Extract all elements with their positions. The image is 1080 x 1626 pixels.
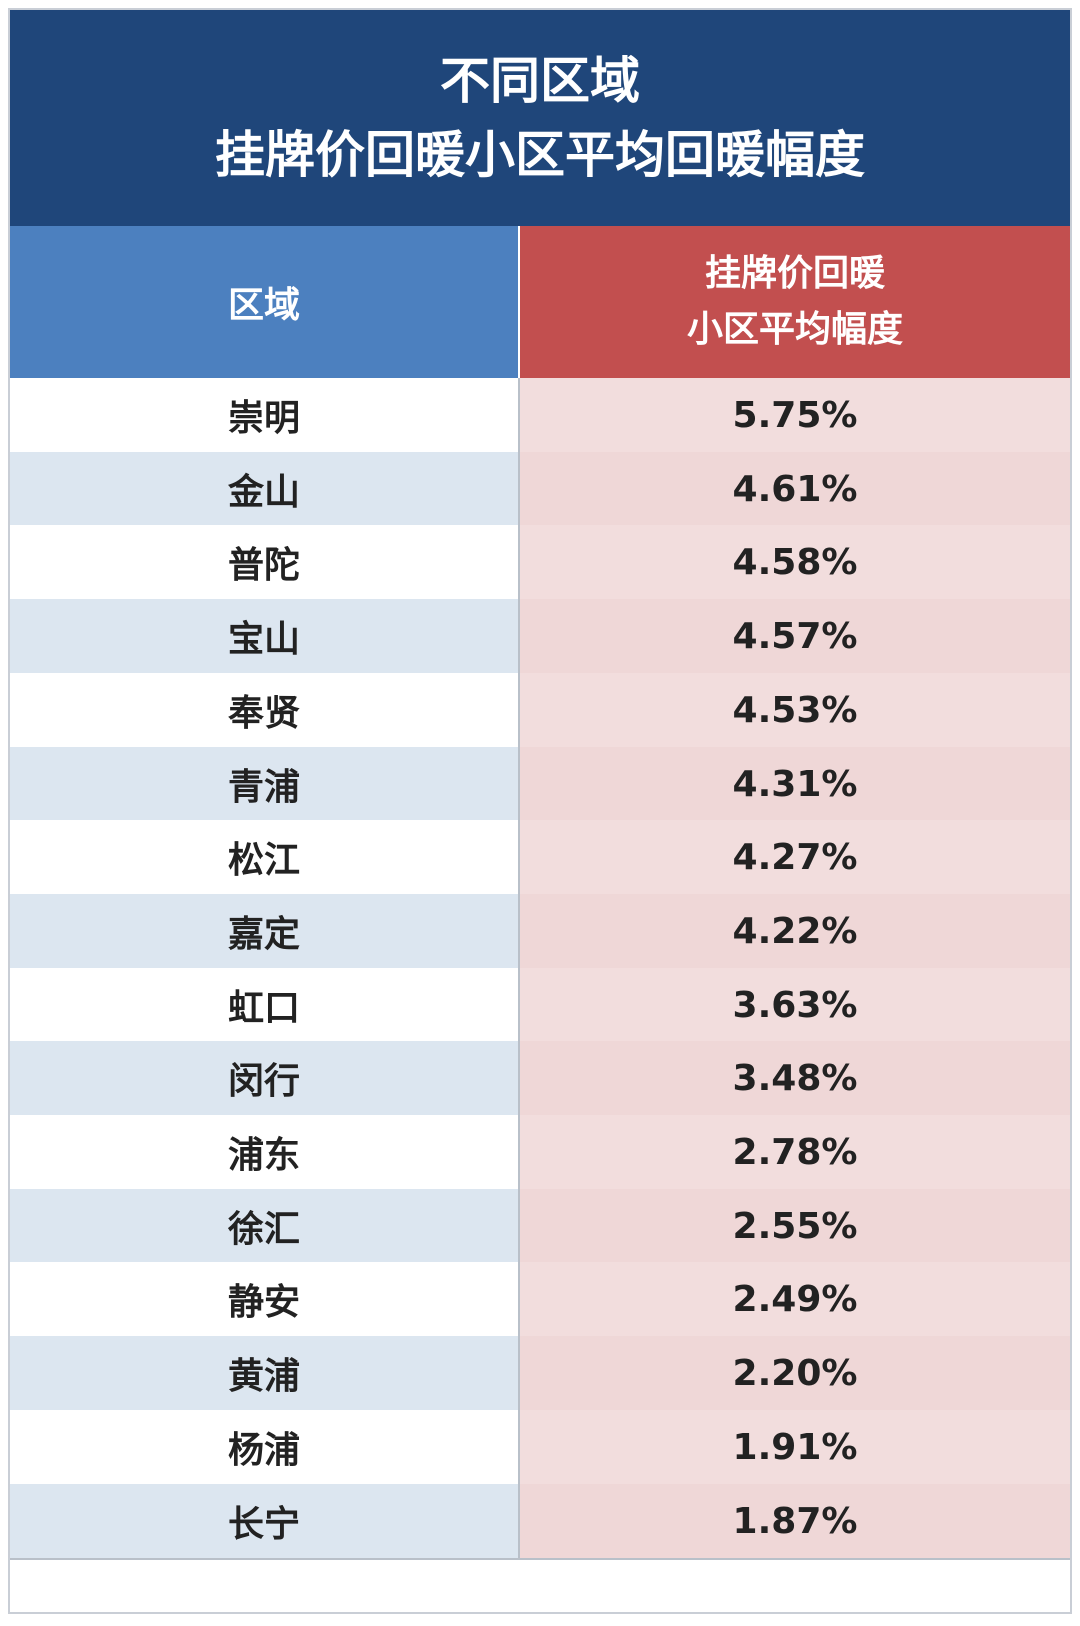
column-divider — [518, 673, 520, 747]
column-divider — [518, 1336, 520, 1410]
column-divider — [518, 378, 520, 452]
table-row: 嘉定 4.22% — [10, 894, 1070, 970]
table-row: 静安 2.49% — [10, 1262, 1070, 1338]
region-cell: 浦东 — [10, 1115, 518, 1189]
value-cell: 4.27% — [520, 820, 1070, 894]
value-cell: 4.57% — [520, 599, 1070, 673]
table-row: 崇明 5.75% — [10, 378, 1070, 454]
value-cell: 4.53% — [520, 673, 1070, 747]
column-divider — [518, 1410, 520, 1484]
region-cell: 宝山 — [10, 599, 518, 673]
table-row: 青浦 4.31% — [10, 747, 1070, 823]
column-divider — [518, 1484, 520, 1558]
title-line-1: 不同区域 — [440, 52, 640, 110]
column-header-region-label: 区域 — [227, 285, 300, 326]
column-divider — [518, 820, 520, 894]
region-cell: 青浦 — [10, 747, 518, 821]
column-header-region: 区域 — [10, 226, 518, 378]
region-cell: 静安 — [10, 1262, 518, 1336]
region-cell: 闵行 — [10, 1041, 518, 1115]
region-cell: 奉贤 — [10, 673, 518, 747]
value-cell: 4.61% — [520, 452, 1070, 526]
value-cell: 1.91% — [520, 1410, 1070, 1484]
value-cell: 4.31% — [520, 747, 1070, 821]
table-row: 徐汇 2.55% — [10, 1189, 1070, 1265]
column-divider — [518, 1115, 520, 1189]
value-cell: 4.58% — [520, 525, 1070, 599]
column-header-value: 挂牌价回暖 小区平均幅度 — [520, 226, 1070, 378]
table-row: 黄浦 2.20% — [10, 1336, 1070, 1412]
column-divider — [518, 747, 520, 821]
table-row: 松江 4.27% — [10, 820, 1070, 896]
region-cell: 虹口 — [10, 968, 518, 1042]
column-divider — [518, 894, 520, 968]
title-line-2: 挂牌价回暖小区平均回暖幅度 — [215, 126, 865, 184]
column-divider — [518, 599, 520, 673]
value-cell: 4.22% — [520, 894, 1070, 968]
value-cell: 3.63% — [520, 968, 1070, 1042]
value-cell: 2.78% — [520, 1115, 1070, 1189]
table-row: 闵行 3.48% — [10, 1041, 1070, 1117]
region-cell: 黄浦 — [10, 1336, 518, 1410]
region-cell: 崇明 — [10, 378, 518, 452]
table-row: 奉贤 4.53% — [10, 673, 1070, 749]
value-cell: 2.49% — [520, 1262, 1070, 1336]
table-row: 杨浦 1.91% — [10, 1410, 1070, 1486]
column-divider — [518, 1262, 520, 1336]
table-row: 长宁 1.87% — [10, 1484, 1070, 1560]
column-divider — [518, 968, 520, 1042]
value-cell: 2.20% — [520, 1336, 1070, 1410]
region-cell: 松江 — [10, 820, 518, 894]
column-header-value-line-2: 小区平均幅度 — [686, 309, 903, 350]
value-cell: 2.55% — [520, 1189, 1070, 1263]
value-cell: 5.75% — [520, 378, 1070, 452]
value-cell: 1.87% — [520, 1484, 1070, 1558]
region-cell: 嘉定 — [10, 894, 518, 968]
table-title: 不同区域 挂牌价回暖小区平均回暖幅度 — [10, 10, 1070, 226]
table-row: 普陀 4.58% — [10, 525, 1070, 601]
table-row: 金山 4.61% — [10, 452, 1070, 528]
table-row: 浦东 2.78% — [10, 1115, 1070, 1191]
region-cell: 金山 — [10, 452, 518, 526]
region-cell: 长宁 — [10, 1484, 518, 1558]
table-frame: 不同区域 挂牌价回暖小区平均回暖幅度 区域 挂牌价回暖 小区平均幅度 崇明 5.7… — [8, 8, 1072, 1614]
column-divider — [518, 1041, 520, 1115]
region-cell: 普陀 — [10, 525, 518, 599]
value-cell: 3.48% — [520, 1041, 1070, 1115]
column-header-value-line-1: 挂牌价回暖 — [704, 253, 885, 294]
column-divider — [518, 525, 520, 599]
table-row: 虹口 3.63% — [10, 968, 1070, 1044]
region-cell: 徐汇 — [10, 1189, 518, 1263]
table-row: 宝山 4.57% — [10, 599, 1070, 675]
region-cell: 杨浦 — [10, 1410, 518, 1484]
column-divider — [518, 452, 520, 526]
column-divider — [518, 1189, 520, 1263]
